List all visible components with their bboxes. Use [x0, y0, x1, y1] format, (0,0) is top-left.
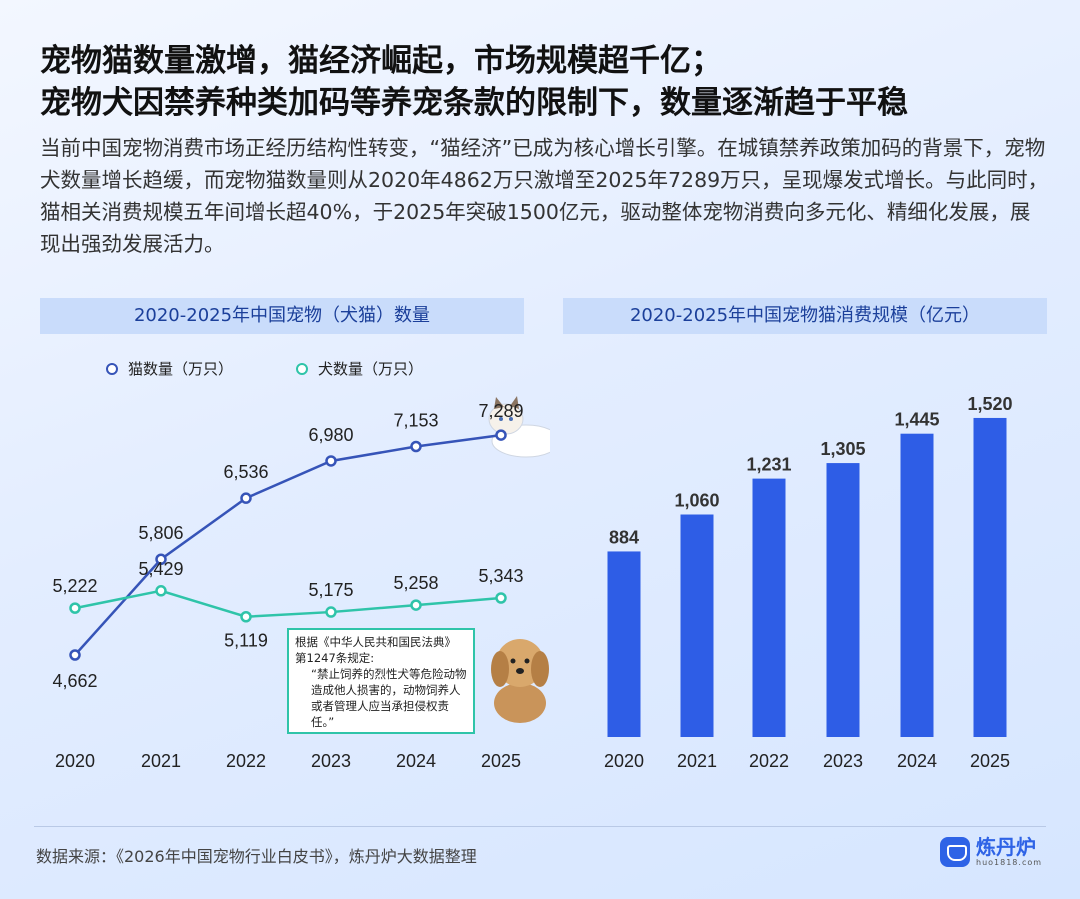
legend-cat-label: 猫数量（万只）: [128, 360, 234, 378]
legend-cat-marker: [106, 362, 118, 375]
brand-name: 炼丹炉: [976, 835, 1036, 859]
bar-value-label-0: 884: [609, 527, 639, 547]
cat-consumption-bar-chart: 884 2020 1,060 2021 1,231 2022 1,305 2023 1,445 2…: [604, 394, 1013, 771]
series-0-value-label-3: 6,980: [308, 425, 353, 445]
brand-url: huo1818.com: [976, 858, 1043, 867]
pet-count-line-chart: 4,662 5,806 6,536 6,980 7,153 7,289 5,222 5,429…: [52, 396, 550, 771]
series-1-point-0: [69, 602, 81, 614]
series-1-value-label-1: 5,429: [138, 559, 183, 579]
series-line-1: [74, 589, 502, 619]
series-line-0: [74, 433, 502, 656]
bar-x-tick-label-3: 2023: [823, 751, 863, 771]
bar-value-label-5: 1,520: [967, 394, 1012, 414]
series-0-point-1: [155, 553, 167, 565]
right-chart-title: 2020-2025年中国宠物猫消费规模（亿元）: [563, 298, 1047, 334]
x-tick-label-2: 2022: [226, 751, 266, 771]
bar-value-label-1: 1,060: [674, 491, 719, 511]
cat-illustration: [488, 396, 550, 458]
bar-x-tick-label-2: 2022: [749, 751, 789, 771]
legend-dog-label: 犬数量（万只）: [318, 360, 424, 378]
bar-value-label-4: 1,445: [894, 410, 939, 430]
legend-dog: 犬数量（万只）: [296, 358, 423, 379]
series-1-point-2: [240, 610, 252, 623]
bar-x-tick-label-1: 2021: [677, 751, 717, 771]
bar-value-label-2: 1,231: [746, 455, 791, 475]
bar-x-tick-label-4: 2024: [897, 751, 937, 771]
bar-x-tick-label-5: 2025: [970, 751, 1010, 771]
law-note-heading: 根据《中华人民共和国民法典》第1247条规定:: [295, 635, 456, 665]
series-0-value-label-4: 7,153: [393, 411, 438, 431]
bar-x-tick-label-0: 2020: [604, 751, 644, 771]
series-0-point-2: [240, 492, 252, 504]
law-note: 根据《中华人民共和国民法典》第1247条规定: “禁止饲养的烈性犬等危险动物造成…: [287, 628, 475, 734]
bar-2: [752, 478, 786, 737]
bar-5: [973, 417, 1007, 737]
brand-icon: [940, 837, 970, 867]
bar-4: [900, 433, 934, 737]
series-1-value-label-4: 5,258: [393, 573, 438, 593]
x-tick-label-5: 2025: [481, 751, 521, 771]
series-1-point-4: [410, 599, 422, 611]
intro-paragraph: 当前中国宠物消费市场正经历结构性转变，“猫经济”已成为核心增长引擎。在城镇禁养政…: [40, 136, 1049, 256]
x-tick-label-1: 2021: [141, 751, 181, 771]
series-0-point-5: [495, 429, 507, 441]
bar-1: [680, 514, 714, 737]
series-0-point-3: [325, 455, 337, 467]
legend-dog-marker: [296, 362, 308, 375]
series-1-point-3: [325, 606, 337, 618]
series-1-value-label-2: 5,119: [224, 631, 268, 651]
bar-0: [607, 551, 641, 737]
series-1-point-5: [495, 592, 507, 604]
page-title: 宠物猫数量激增，猫经济崛起，市场规模超千亿； 宠物犬因禁养种类加码等养宠条款的限…: [40, 40, 1050, 124]
bar-3: [826, 463, 860, 737]
series-1-value-label-3: 5,175: [308, 580, 353, 600]
x-tick-label-0: 2020: [55, 751, 95, 771]
law-note-quote: “禁止饲养的烈性犬等危险动物造成他人损害的，动物饲养人或者管理人应当承担侵权责任…: [311, 667, 467, 729]
series-0-value-label-2: 6,536: [223, 462, 268, 482]
series-1-value-label-0: 5,222: [52, 576, 97, 596]
data-source: 数据来源：《2026年中国宠物行业白皮书》，炼丹炉大数据整理: [36, 847, 477, 866]
x-tick-label-4: 2024: [396, 751, 436, 771]
series-0-value-label-0: 4,662: [52, 671, 97, 691]
series-1-point-1: [155, 585, 167, 597]
series-0-point-4: [410, 440, 422, 453]
series-0-point-0: [69, 649, 81, 661]
series-0-value-label-5: 7,289: [478, 401, 523, 421]
brand-logo: 炼丹炉 huo1818.com: [940, 836, 1042, 868]
bar-value-label-3: 1,305: [820, 439, 865, 459]
title-line-1: 宠物猫数量激增，猫经济崛起，市场规模超千亿；: [40, 43, 722, 79]
legend-cat: 猫数量（万只）: [106, 358, 233, 379]
dog-illustration: [491, 639, 549, 723]
left-chart-title: 2020-2025年中国宠物（犬猫）数量: [40, 298, 524, 334]
series-0-value-label-1: 5,806: [138, 523, 183, 543]
x-tick-label-3: 2023: [311, 751, 351, 771]
footer-divider: [34, 826, 1046, 827]
series-1-value-label-5: 5,343: [478, 566, 523, 586]
title-line-2: 宠物犬因禁养种类加码等养宠条款的限制下，数量逐渐趋于平稳: [40, 85, 908, 121]
